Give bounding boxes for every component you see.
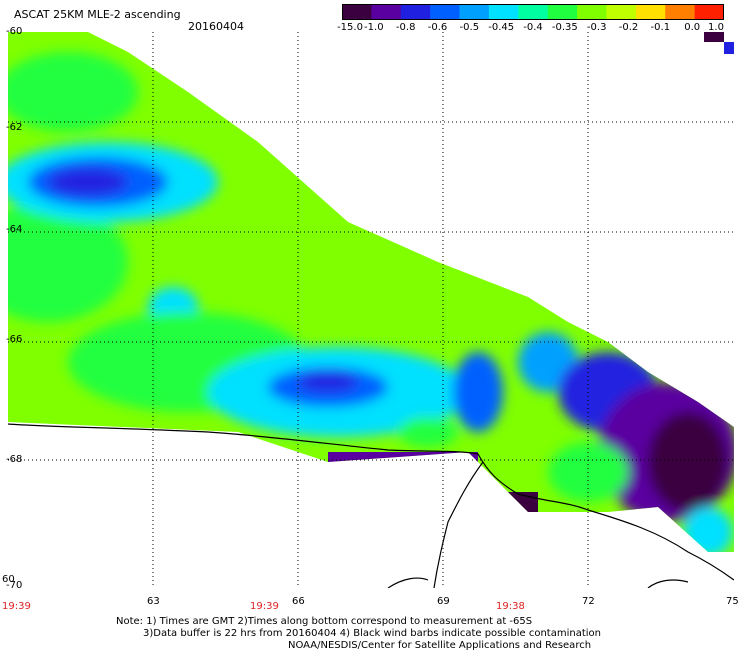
colorbar-label: -0.4 [523, 22, 543, 33]
colorbar-swatch [635, 4, 666, 20]
colorbar-swatch [694, 4, 725, 20]
colorbar-label: -0.35 [551, 22, 578, 33]
y-tick-70: -70 [6, 580, 23, 591]
x-tick-60: 60 [2, 574, 15, 585]
note-line-1: Note: 1) Times are GMT 2)Times along bot… [116, 616, 533, 627]
colorbar-swatch [430, 4, 461, 20]
time-label-1: 19:39 [2, 601, 31, 612]
colorbar-swatches [342, 4, 725, 20]
colorbar-label: -1.0 [364, 22, 384, 33]
y-tick-66: -66 [6, 334, 23, 345]
coastline-inland [433, 461, 484, 588]
note-line-3: NOAA/NESDIS/Center for Satellite Applica… [288, 640, 592, 651]
colorbar-swatch [400, 4, 431, 20]
x-tick-66: 66 [292, 596, 305, 607]
colorbar-label: 1.0 [708, 22, 724, 33]
colorbar-label: -0.1 [650, 22, 671, 33]
colorbar-swatch [577, 4, 607, 20]
colorbar-label: 0.0 [684, 22, 701, 33]
colorbar-label: -0.3 [586, 22, 607, 33]
y-tick-62: -62 [6, 122, 23, 133]
colorbar-label: -0.45 [488, 22, 515, 33]
colorbar-swatch [665, 4, 696, 20]
colorbar-label: -0.8 [395, 22, 416, 33]
colorbar-swatch [606, 4, 637, 20]
coastline-fragment [387, 577, 429, 588]
y-tick-68: -68 [6, 454, 23, 465]
colorbar-label: -0.2 [618, 22, 639, 33]
colorbar-swatch [371, 4, 402, 20]
colorbar-frame [342, 4, 724, 20]
x-tick-69: 69 [437, 596, 450, 607]
data-swath [8, 32, 734, 552]
map-title: ASCAT 25KM MLE-2 ascending [14, 8, 181, 21]
map-date: 20160404 [188, 20, 244, 33]
time-label-2: 19:39 [250, 601, 279, 612]
colorbar-swatch [342, 4, 372, 20]
x-tick-72: 72 [582, 596, 595, 607]
y-tick-60: -60 [6, 26, 23, 37]
x-tick-75: 75 [726, 596, 739, 607]
colorbar-label: -0.5 [459, 22, 480, 33]
grid [8, 32, 734, 588]
colorbar-swatch [547, 4, 578, 20]
colorbar-swatch [518, 4, 549, 20]
note-line-2: 3)Data buffer is 22 hrs from 20160404 4)… [143, 628, 601, 639]
colorbar-label: -15.0 [337, 22, 363, 33]
coastline-fragment-east [647, 579, 689, 588]
colorbar [342, 4, 725, 20]
colorbar-swatch [459, 4, 490, 20]
y-tick-64: -64 [6, 224, 23, 235]
time-label-3: 19:38 [496, 601, 525, 612]
colorbar-swatch [488, 4, 519, 20]
colorbar-label: -0.6 [427, 22, 448, 33]
x-tick-63: 63 [147, 596, 160, 607]
map-plot [8, 32, 734, 588]
coastline [8, 423, 734, 581]
